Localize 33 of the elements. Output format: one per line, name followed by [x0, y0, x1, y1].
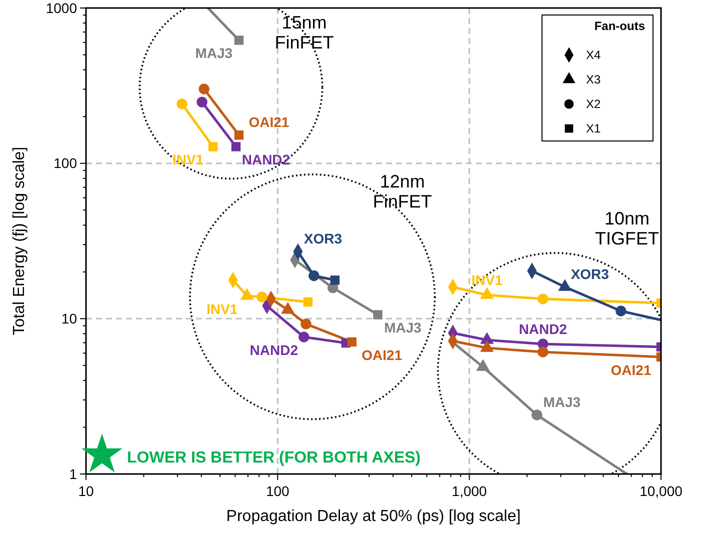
annotation: 15nm FinFET — [274, 12, 334, 52]
annotation: LOWER IS BETTER (FOR BOTH AXES) — [127, 450, 421, 467]
x-tick-label: 10,000 — [640, 483, 683, 499]
y-axis-title: Total Energy (fj) [log scale] — [11, 146, 28, 336]
y-tick-label: 1000 — [46, 0, 78, 16]
y-tick-label: 100 — [54, 155, 78, 172]
y-tick-label: 1 — [69, 466, 78, 482]
annotation: 12nm FinFET — [372, 171, 432, 212]
series-label: NAND2 — [242, 152, 290, 168]
legend-title: Fan-outs — [594, 19, 646, 33]
x-tick-label: 10 — [78, 483, 94, 499]
annotation: X4 — [586, 48, 602, 62]
series-label: OAI21 — [248, 114, 290, 130]
x-axis-title: Propagation Delay at 50% (ps) [log scale] — [226, 508, 521, 525]
series-label: MAJ3 — [543, 394, 581, 410]
series-label: MAJ3 — [195, 45, 233, 62]
series-label: INV1 — [471, 272, 503, 288]
series-label: OAI21 — [610, 362, 652, 378]
annotation: X2 — [586, 97, 602, 112]
annotation: 10nm TIGFET — [595, 208, 659, 248]
series-label: INV1 — [172, 152, 204, 168]
y-tick-label: 10 — [61, 310, 78, 327]
series-label: MAJ3 — [384, 320, 422, 336]
series-label: XOR3 — [304, 230, 342, 247]
series-label: OAI21 — [362, 346, 402, 363]
series-label: NAND2 — [518, 320, 568, 337]
series-label: NAND2 — [250, 342, 298, 358]
annotation: X1 — [586, 122, 602, 136]
x-tick-label: 1,000 — [452, 483, 488, 499]
annotation: X3 — [586, 72, 602, 87]
x-tick-label: 100 — [266, 483, 290, 499]
series-label: INV1 — [206, 300, 238, 317]
series-label: XOR3 — [570, 266, 610, 282]
